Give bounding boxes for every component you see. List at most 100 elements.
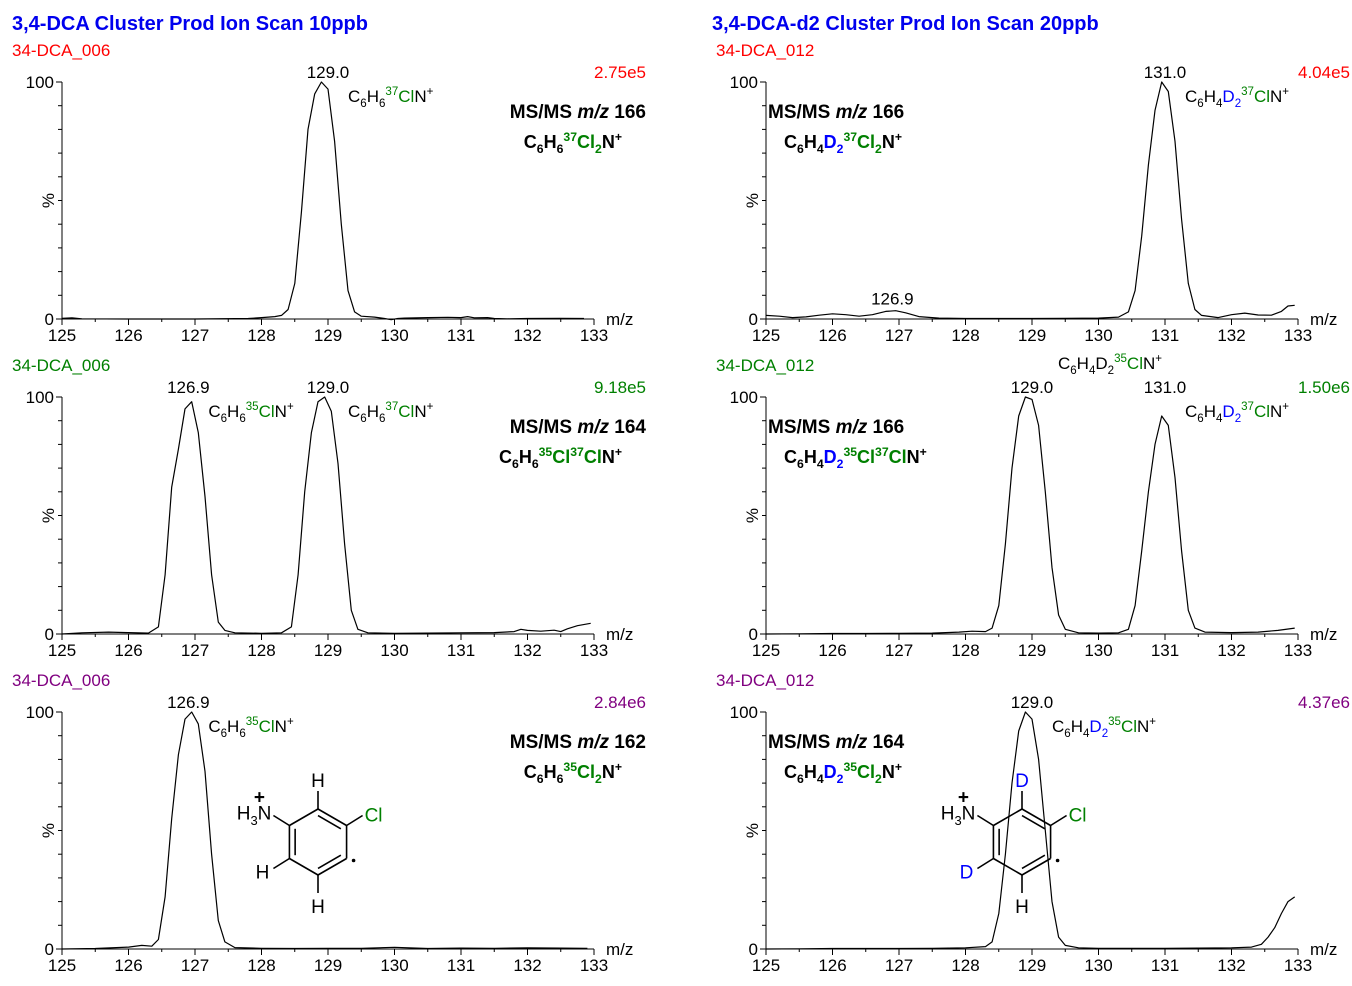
msms-prefix: MS/MS <box>768 732 836 753</box>
formula-part: H <box>544 762 557 782</box>
x-tick-label: 133 <box>1284 326 1312 345</box>
x-tick-label: 126 <box>818 641 846 660</box>
ring-bond <box>1021 808 1051 827</box>
formula-part: Cl <box>857 447 875 467</box>
formula-part: N <box>602 447 615 467</box>
y-axis-label: % <box>743 193 762 208</box>
atom-left: D <box>960 863 974 884</box>
formula-part: C <box>1052 717 1064 736</box>
formula-part: 37 <box>1241 86 1254 98</box>
formula-part: Cl <box>857 132 875 152</box>
x-tick-label: 129 <box>314 956 342 975</box>
chlorine-label: Cl <box>1069 806 1087 827</box>
y-tick-label: 0 <box>749 940 758 959</box>
formula-part: 37 <box>875 445 889 459</box>
formula-part: 6 <box>379 98 385 110</box>
spectrum-panel: 34-DCA_006 9.18e5 100 0% 125 126 127 128 129 130 1… <box>12 356 646 660</box>
x-tick-label: 132 <box>1217 326 1245 345</box>
formula-part: C <box>784 762 797 782</box>
formula-part: C <box>348 87 360 106</box>
formula-part: Cl <box>1254 402 1270 421</box>
formula-part: D <box>1222 87 1234 106</box>
ion-annotation: C6H635ClN+ <box>208 401 294 425</box>
formula-part: Cl <box>259 402 275 421</box>
formula-part: 6 <box>1064 728 1070 740</box>
x-tick-label: 127 <box>885 956 913 975</box>
x-tick-label: 128 <box>951 326 979 345</box>
spectrum-line <box>765 711 1296 950</box>
msms-mz: m/z <box>577 102 609 123</box>
y-axis-label: % <box>743 823 762 838</box>
msms-formula: C6H635Cl2N+ <box>524 760 622 786</box>
msms-value: 166 <box>867 417 904 438</box>
ring-bond <box>993 808 1023 827</box>
x-tick-label: 127 <box>181 326 209 345</box>
x-tick-label: 128 <box>951 956 979 975</box>
x-tick-label: 125 <box>752 641 780 660</box>
formula-part: C <box>208 402 220 421</box>
formula-part: 6 <box>1197 413 1203 425</box>
x-tick-label: 126 <box>818 326 846 345</box>
ring-bond <box>289 808 319 827</box>
sample-label: 34-DCA_012 <box>716 671 814 690</box>
ring-bond <box>1021 857 1051 876</box>
spectrum-panel: 34-DCA_012 4.37e6 100 0% 125 126 127 128 129 130 1… <box>716 671 1350 975</box>
formula-part: 37 <box>385 401 398 413</box>
formula-part: D <box>1089 717 1101 736</box>
formula-part: H <box>367 87 379 106</box>
formula-part: H <box>804 447 817 467</box>
y-tick-label: 100 <box>730 388 758 407</box>
y-tick-label: 100 <box>26 73 54 92</box>
x-tick-label: 133 <box>580 956 608 975</box>
x-tick-label: 125 <box>48 641 76 660</box>
x-tick-label: 127 <box>885 326 913 345</box>
substituent-bond <box>272 857 290 870</box>
spectrum-line <box>61 81 585 321</box>
x-tick-label: 132 <box>1217 641 1245 660</box>
x-tick-label: 131 <box>1151 326 1179 345</box>
formula-part: H <box>1077 354 1089 373</box>
formula-part: 6 <box>537 142 544 156</box>
formula-part: 2 <box>837 772 844 786</box>
formula-part: 35 <box>843 445 857 459</box>
x-tick-label: 129 <box>1018 641 1046 660</box>
msms-value: 164 <box>609 417 646 438</box>
formula-part: + <box>615 445 622 459</box>
formula-part: + <box>1282 401 1289 413</box>
msms-mz: m/z <box>577 732 609 753</box>
charge-label: + <box>958 788 969 809</box>
x-tick-label: 131 <box>447 956 475 975</box>
formula-part: N <box>602 762 615 782</box>
formula-part: 35 <box>246 401 259 413</box>
intensity-label: 1.50e6 <box>1298 378 1350 397</box>
x-tick-label: 126 <box>114 326 142 345</box>
x-axis-label: m/z <box>606 940 633 959</box>
formula-part: 6 <box>512 457 519 471</box>
formula-part: D <box>824 447 837 467</box>
formula-part: 3 <box>250 813 257 828</box>
x-axis-label: m/z <box>606 310 633 329</box>
formula-part: C <box>499 447 512 467</box>
y-axis-label: % <box>39 508 58 523</box>
x-tick-label: 131 <box>447 641 475 660</box>
formula-part: 2 <box>875 142 882 156</box>
formula-part: 2 <box>837 142 844 156</box>
x-tick-label: 128 <box>247 641 275 660</box>
formula-part: + <box>287 716 294 728</box>
formula-part: 6 <box>221 413 227 425</box>
formula-part: 6 <box>360 413 366 425</box>
atom-top: D <box>1015 771 1029 792</box>
formula-part: 6 <box>797 142 804 156</box>
formula-part: N <box>275 717 287 736</box>
msms-value: 164 <box>867 732 904 753</box>
x-axis-label: m/z <box>1310 625 1337 644</box>
ion-annotation: C6H4D237ClN+ <box>1185 86 1289 110</box>
peak-label: 126.9 <box>167 378 210 397</box>
msms-prefix: MS/MS <box>510 102 578 123</box>
atom-bottom: H <box>311 897 325 918</box>
intensity-label: 2.75e5 <box>594 63 646 82</box>
x-tick-label: 132 <box>513 956 541 975</box>
x-tick-label: 129 <box>314 641 342 660</box>
